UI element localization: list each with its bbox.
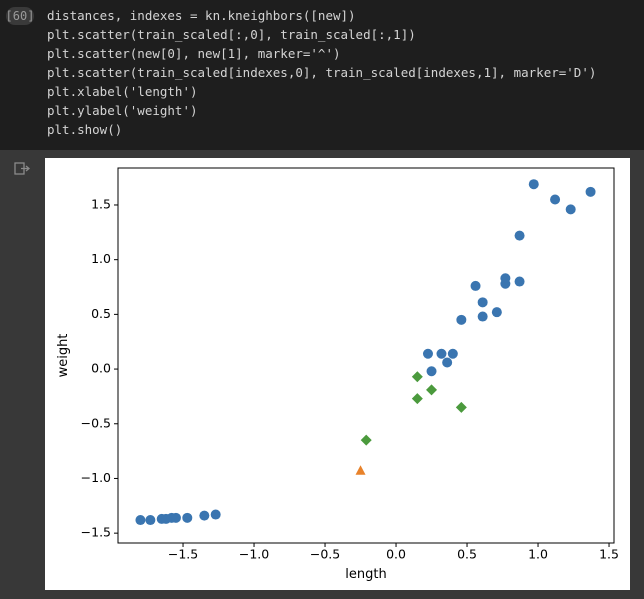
point [491,307,502,318]
code-line: plt.scatter(new[0], new[1], marker='^') [47,46,341,61]
point [447,348,458,359]
code-line: plt.xlabel('length') [47,84,198,99]
point [550,194,561,205]
x-tick-label: −1.0 [239,547,269,562]
x-tick-label: 1.5 [599,547,619,562]
point [565,204,576,215]
execution-count: [60] [6,9,35,23]
plot-frame [117,167,615,544]
point [145,515,156,526]
code-line: plt.scatter(train_scaled[:,0], train_sca… [47,27,416,42]
y-tick-label: 1.0 [91,251,111,266]
point [411,393,423,405]
x-tick-label: 0.5 [457,547,477,562]
y-tick-label: 1.5 [91,196,111,211]
y-tick-label: 0.0 [91,361,111,376]
code-line: plt.show() [47,122,122,137]
point [585,186,596,197]
x-tick-label: −0.5 [310,547,340,562]
code-cell [0,0,644,150]
y-axis-label: weight [56,334,71,378]
point [199,510,210,521]
point [360,434,372,446]
code-line: plt.ylabel('weight') [47,103,198,118]
point [514,276,525,287]
y-tick-label: −0.5 [81,415,111,430]
x-tick-label: 0.0 [386,547,406,562]
run-button[interactable] [6,7,34,25]
code-line: distances, indexes = kn.kneighbors([new]… [47,8,356,23]
x-axis-label: length [345,567,386,582]
point [210,509,221,520]
point [426,366,437,377]
output-icon[interactable] [14,162,31,175]
point [477,311,488,322]
y-tick-label: −1.5 [81,525,111,540]
point [470,280,481,291]
point [528,179,539,190]
x-tick-label: 1.0 [528,547,548,562]
point [514,230,525,241]
point [170,512,181,523]
x-tick-label: −1.5 [168,547,198,562]
point [411,371,423,383]
point [456,314,467,325]
point [422,348,433,359]
point [355,465,366,475]
point [455,401,467,413]
y-tick-label: −1.0 [81,470,111,485]
code-line: plt.scatter(train_scaled[indexes,0], tra… [47,65,596,80]
y-tick-label: 0.5 [91,306,111,321]
point [477,297,488,308]
point [182,512,193,523]
chart-background [45,158,630,590]
point [135,515,146,526]
point [442,357,453,368]
point [426,384,438,396]
point [500,278,511,289]
point [436,348,447,359]
